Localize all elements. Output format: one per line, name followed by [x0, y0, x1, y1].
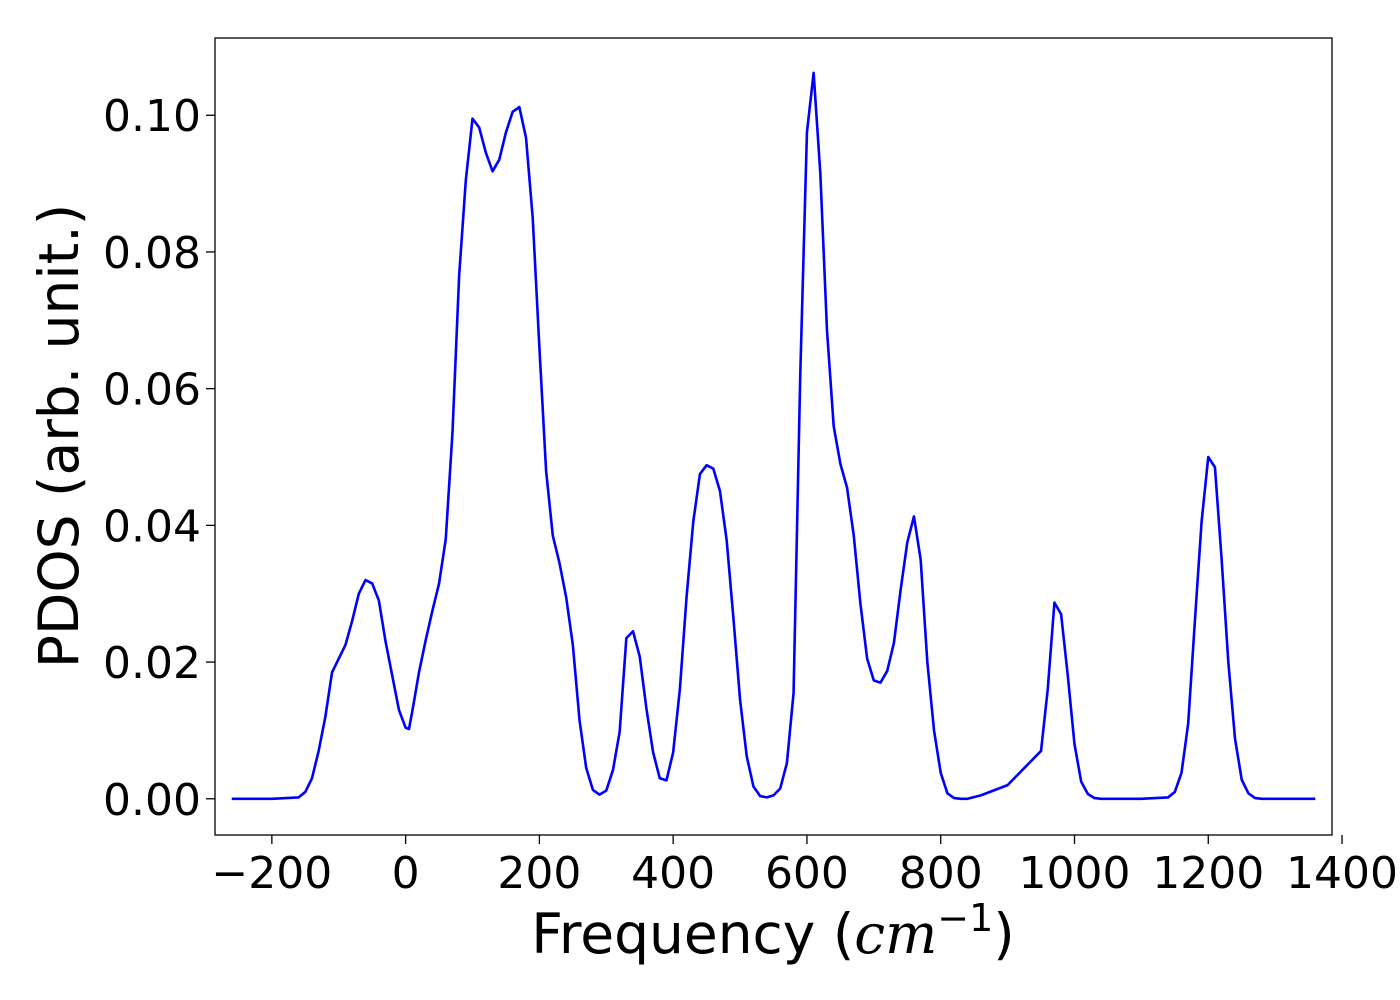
y-tick-label: 0.00 — [103, 775, 201, 826]
y-axis-label: PDOS (arb. unit.) — [27, 204, 91, 668]
x-axis-ticks: −200 0 200 400 600 800 1000 1200 1400 — [211, 835, 1398, 899]
plot-frame — [214, 37, 1333, 836]
y-tick-label: 0.06 — [103, 365, 201, 416]
x-tick-label: 400 — [631, 848, 715, 899]
x-tick-label: 1200 — [1152, 848, 1264, 899]
x-tick-label: 1400 — [1286, 848, 1398, 899]
y-tick-label: 0.02 — [103, 638, 201, 689]
x-axis-label: Frequency (cm−1) — [531, 896, 1015, 966]
x-tick-label: 600 — [765, 848, 849, 899]
y-tick-label: 0.08 — [103, 228, 201, 279]
x-tick-label: 0 — [392, 848, 420, 899]
y-axis-ticks: 0.00 0.02 0.04 0.06 0.08 0.10 — [103, 91, 215, 826]
x-tick-label: 200 — [497, 848, 581, 899]
x-tick-label: 1000 — [1018, 848, 1130, 899]
series-layer — [231, 71, 1316, 801]
y-tick-label: 0.04 — [103, 501, 201, 552]
pdos-series-line — [231, 71, 1316, 801]
x-tick-label: −200 — [211, 848, 332, 899]
y-tick-label: 0.10 — [103, 91, 201, 142]
x-tick-label: 800 — [899, 848, 983, 899]
